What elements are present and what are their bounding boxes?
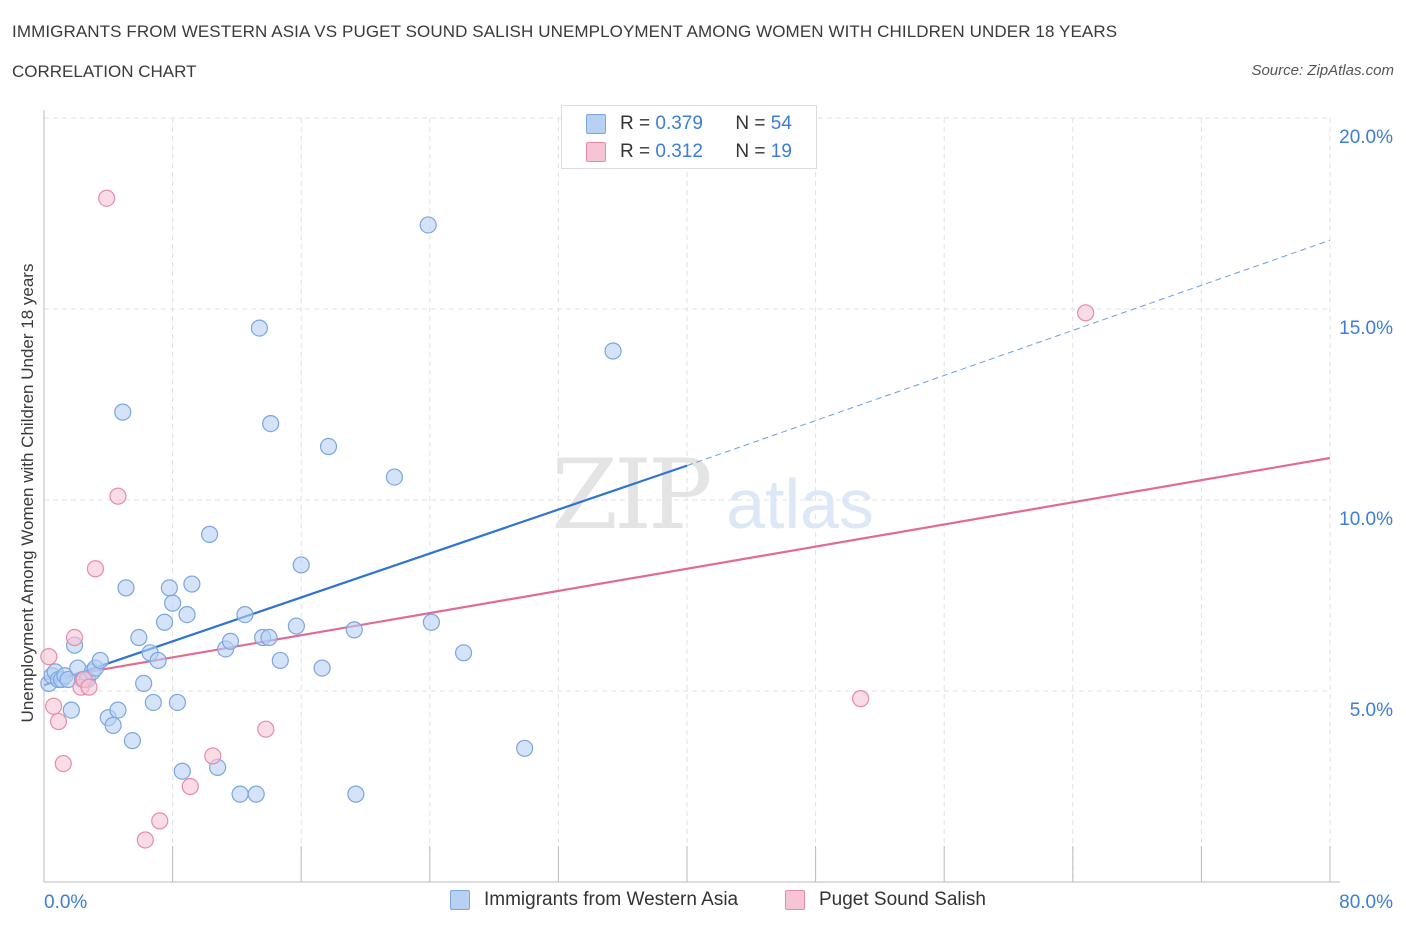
western-asia-point [200, 525, 219, 543]
chart-title: IMMIGRANTS FROM WESTERN ASIA VS PUGET SO… [12, 22, 1118, 41]
data-points [40, 189, 1095, 849]
western-asia-point [164, 594, 182, 612]
y-axis-label: Unemployment Among Women with Children U… [18, 264, 37, 723]
western-asia-point [114, 403, 132, 421]
western-asia-point [160, 579, 178, 597]
western-asia-point [313, 659, 331, 677]
grid-lines [44, 117, 1331, 882]
legend-r-label: R = [620, 141, 651, 162]
western-asia-point [62, 701, 80, 719]
legend-n-value: 19 [770, 141, 792, 162]
western-asia-point [104, 716, 122, 734]
puget-sound-salish-point [40, 648, 58, 666]
western-asia-point [516, 739, 534, 757]
x-tick-label-max: 80.0% [1339, 892, 1393, 913]
axes [43, 110, 1340, 883]
western-asia-point [604, 342, 622, 360]
western-asia-point [178, 605, 196, 624]
legend-r-value: 0.312 [655, 141, 703, 162]
western-asia-point [287, 617, 305, 635]
western-asia-point [123, 732, 142, 750]
legend-n-label: N = [735, 113, 766, 134]
western-asia-point [117, 579, 135, 597]
western-asia-point [155, 613, 174, 631]
chart-subtitle: CORRELATION CHART [12, 62, 197, 81]
puget-sound-salish-point [181, 777, 199, 796]
bottom-legend-puget-sound-salish: Puget Sound Salish [785, 889, 986, 911]
puget-sound-salish-point [852, 690, 870, 708]
watermark-atlas: atlas [726, 465, 874, 543]
western-asia-point [419, 216, 437, 234]
western-asia-point [247, 785, 265, 803]
tick-labels: 5.0% 10.0% 15.0% 20.0% 0.0% 80.0% [44, 127, 1393, 913]
legend-swatch-pink [586, 142, 606, 162]
western-asia-point [319, 437, 338, 456]
western-asia-point [250, 319, 269, 337]
western-asia-point [231, 785, 249, 803]
western-asia-point [345, 621, 363, 639]
puget-sound-salish-point [109, 487, 127, 505]
puget-sound-salish-point [86, 560, 105, 578]
western-asia-point [422, 613, 441, 631]
western-asia-point [173, 762, 191, 780]
puget-sound-salish-point [49, 712, 68, 731]
puget-sound-salish-point [54, 754, 72, 773]
legend-n-value: 54 [770, 113, 792, 134]
x-tick-label-min: 0.0% [44, 892, 87, 913]
western-asia-point [454, 644, 473, 662]
western-asia-point [109, 701, 127, 719]
puget-sound-salish-point [98, 189, 116, 207]
western-asia-point [347, 785, 365, 803]
western-asia-point [91, 651, 109, 670]
bottom-legend-swatch-pink [785, 890, 805, 910]
legend-row-western-asia: R = 0.379 N = 54 [586, 112, 792, 136]
y-tick-label: 5.0% [1350, 700, 1393, 721]
legend-n-label: N = [735, 141, 766, 162]
y-tick-label: 15.0% [1339, 318, 1393, 339]
bottom-legend-label-western-asia: Immigrants from Western Asia [484, 889, 739, 910]
puget-sound-salish-point [204, 747, 222, 765]
bottom-legend-label-puget-sound-salish: Puget Sound Salish [819, 889, 986, 910]
watermark-zip: ZIP [551, 439, 710, 551]
legend-r-value: 0.379 [655, 113, 703, 134]
legend-swatch-blue [586, 114, 606, 134]
legend-row-puget-sound-salish: R = 0.312 N = 19 [586, 140, 792, 164]
y-tick-label: 20.0% [1339, 127, 1393, 148]
western-asia-point [144, 693, 162, 712]
puget-sound-salish-point [151, 812, 169, 830]
puget-sound-salish-point [136, 831, 154, 849]
bottom-legend-swatch-blue [450, 890, 470, 910]
western-asia-point [236, 605, 254, 624]
western-asia-point [292, 556, 310, 574]
legend: R = 0.379 N = 54 R = 0.312 N = 19 [561, 105, 817, 169]
bottom-legend-western-asia: Immigrants from Western Asia [450, 889, 738, 911]
western-asia-point [130, 628, 148, 647]
western-asia-point [262, 415, 280, 433]
western-asia-point [183, 575, 201, 593]
western-asia-point [221, 632, 240, 650]
western-asia-point [385, 468, 404, 486]
puget-sound-salish-point [1077, 304, 1095, 322]
western-asia-point [271, 651, 289, 670]
puget-sound-salish-point [65, 628, 84, 647]
source-credit: Source: ZipAtlas.com [1251, 62, 1394, 79]
western-asia-point [260, 628, 278, 647]
puget-sound-salish-point [257, 720, 275, 738]
y-tick-label: 10.0% [1339, 509, 1393, 530]
western-asia-point [168, 693, 187, 712]
puget-sound-salish-point [80, 678, 98, 696]
legend-r-label: R = [620, 113, 651, 134]
western-asia-trendline-extension [686, 239, 1331, 467]
western-asia-trendline [43, 464, 688, 687]
puget-sound-salish-point [45, 697, 63, 715]
watermark: ZIP atlas [551, 439, 874, 551]
western-asia-point [149, 651, 167, 670]
western-asia-point [135, 674, 153, 692]
